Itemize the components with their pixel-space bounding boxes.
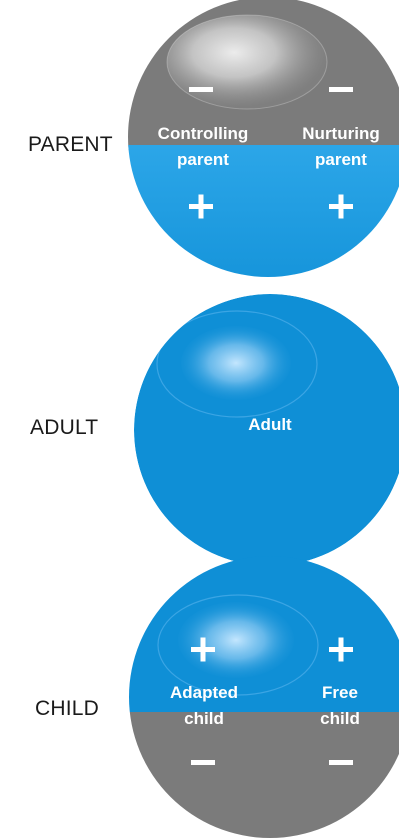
plus-sign-icon [198,194,204,219]
minus-sign-icon [191,760,215,765]
parent-left-line1: Controlling [158,124,249,143]
minus-sign-icon [329,760,353,765]
child-right-line1: Free [322,683,358,702]
parent-right-line1: Nurturing [302,124,379,143]
child-signs [191,637,353,765]
adult-label: ADULT [30,416,99,439]
child-label: CHILD [35,697,100,720]
child-left-line1: Adapted [170,683,238,702]
child-text: Adapted child Free child [170,683,360,728]
child-left-line2: child [184,709,224,728]
parent-right-line2: parent [315,150,367,169]
minus-sign-icon [329,87,353,92]
parent-label: PARENT [28,133,113,156]
child-right-line2: child [320,709,360,728]
parent-text: Controlling parent Nurturing parent [158,124,380,169]
adult-circle [134,294,399,566]
minus-sign-icon [189,87,213,92]
parent-signs [189,87,353,219]
parent-left-line2: parent [177,150,229,169]
adult-text: Adult [248,415,292,434]
plus-sign-icon [338,637,344,662]
plus-sign-icon [200,637,206,662]
plus-sign-icon [338,194,344,219]
